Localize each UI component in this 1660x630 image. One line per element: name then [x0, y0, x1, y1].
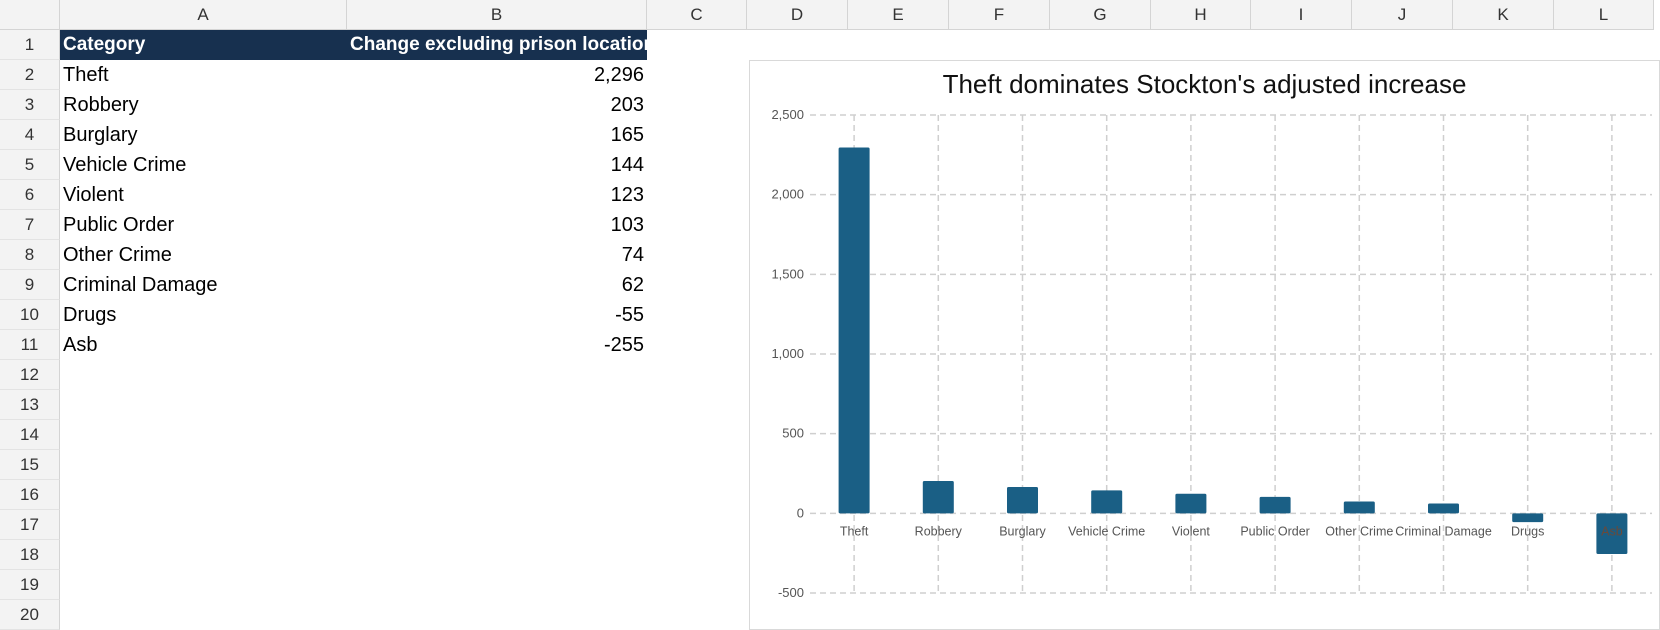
column-header-c[interactable]: C: [647, 0, 747, 30]
chart-plot: -500 0 500 1,000 1,500 2,000 2,500 Theft Robbery…: [771, 107, 1652, 600]
row-header-19[interactable]: 19: [0, 570, 60, 600]
x-tick-label: Drugs: [1511, 524, 1544, 538]
row-header-7[interactable]: 7: [0, 210, 60, 240]
cell-b2[interactable]: 2,296: [593, 63, 644, 86]
y-tick-label: -500: [778, 585, 804, 600]
column-header-j[interactable]: J: [1352, 0, 1453, 30]
cell-a4[interactable]: Burglary: [63, 123, 138, 146]
x-tick-label: Robbery: [915, 524, 963, 538]
bar-burglary: [1007, 487, 1038, 514]
bar-criminal-damage: [1428, 503, 1459, 514]
row-header-8[interactable]: 8: [0, 240, 60, 270]
cell-b7[interactable]: 103: [610, 213, 644, 236]
x-tick-label: Asb: [1601, 524, 1623, 538]
row-header-2[interactable]: 2: [0, 60, 60, 90]
x-tick-label: Criminal Damage: [1395, 524, 1492, 538]
row-header-17[interactable]: 17: [0, 510, 60, 540]
column-header-i[interactable]: I: [1251, 0, 1352, 30]
row-header-10[interactable]: 10: [0, 300, 60, 330]
bar-violent: [1175, 493, 1207, 514]
row-header-4[interactable]: 4: [0, 120, 60, 150]
cell-a11[interactable]: Asb: [63, 333, 98, 356]
bar-drugs: [1512, 513, 1544, 523]
column-header-h[interactable]: H: [1151, 0, 1251, 30]
row-header-9[interactable]: 9: [0, 270, 60, 300]
cell-b4[interactable]: 165: [610, 123, 644, 146]
row-header-13[interactable]: 13: [0, 390, 60, 420]
cell-a5[interactable]: Vehicle Crime: [63, 153, 187, 176]
column-header-l[interactable]: L: [1554, 0, 1654, 30]
bar-other-crime: [1343, 501, 1375, 514]
cell-a10[interactable]: Drugs: [63, 303, 117, 326]
row-header-11[interactable]: 11: [0, 330, 60, 360]
row-header-20[interactable]: 20: [0, 600, 60, 630]
column-header-a[interactable]: A: [60, 0, 347, 30]
bar-public-order: [1259, 496, 1291, 514]
cell-a8[interactable]: Other Crime: [63, 243, 172, 266]
cell-b6[interactable]: 123: [610, 183, 644, 206]
row-header-5[interactable]: 5: [0, 150, 60, 180]
cell-a2[interactable]: Theft: [63, 63, 109, 86]
column-header-b[interactable]: B: [347, 0, 647, 30]
y-tick-label: 0: [797, 505, 804, 520]
row-header-1[interactable]: 1: [0, 30, 60, 60]
row-header-12[interactable]: 12: [0, 360, 60, 390]
bar-theft: [838, 147, 870, 514]
select-all-corner[interactable]: [0, 0, 60, 30]
cell-b9[interactable]: 62: [621, 273, 644, 296]
x-tick-label: Public Order: [1240, 524, 1309, 538]
cell-b10[interactable]: -55: [615, 303, 644, 326]
y-tick-label: 1,500: [771, 266, 804, 281]
x-tick-label: Vehicle Crime: [1068, 524, 1145, 538]
column-header-e[interactable]: E: [848, 0, 949, 30]
y-tick-label: 2,000: [771, 187, 804, 202]
row-header-16[interactable]: 16: [0, 480, 60, 510]
chart-title: Theft dominates Stockton's adjusted incr…: [942, 69, 1467, 99]
column-header-d[interactable]: D: [747, 0, 848, 30]
cell-a9[interactable]: Criminal Damage: [63, 273, 218, 296]
row-header-18[interactable]: 18: [0, 540, 60, 570]
row-header-14[interactable]: 14: [0, 420, 60, 450]
row-header-15[interactable]: 15: [0, 450, 60, 480]
bar-asb: [1596, 513, 1628, 554]
cell-a1[interactable]: Category: [60, 30, 347, 60]
column-header-f[interactable]: F: [949, 0, 1050, 30]
cell-b11[interactable]: -255: [603, 333, 644, 356]
cell-a6[interactable]: Violent: [63, 183, 124, 206]
x-tick-label: Violent: [1172, 524, 1211, 538]
cell-a3[interactable]: Robbery: [63, 93, 139, 116]
cell-b8[interactable]: 74: [621, 243, 644, 266]
x-tick-label: Other Crime: [1325, 524, 1393, 538]
column-header-g[interactable]: G: [1050, 0, 1151, 30]
row-header-6[interactable]: 6: [0, 180, 60, 210]
y-tick-label: 1,000: [771, 346, 804, 361]
cell-b3[interactable]: 203: [610, 93, 644, 116]
chart[interactable]: Theft dominates Stockton's adjusted incr…: [749, 60, 1660, 630]
x-tick-label: Burglary: [999, 524, 1046, 538]
cell-a7[interactable]: Public Order: [63, 213, 175, 236]
bar-robbery: [922, 480, 954, 514]
cell-b5[interactable]: 144: [610, 153, 644, 176]
row-header-3[interactable]: 3: [0, 90, 60, 120]
column-header-k[interactable]: K: [1453, 0, 1554, 30]
x-tick-label: Theft: [840, 524, 869, 538]
y-tick-label: 2,500: [771, 107, 804, 122]
cell-b1[interactable]: Change excluding prison location: [347, 30, 647, 60]
bar-vehicle-crime: [1091, 490, 1123, 514]
y-tick-label: 500: [782, 426, 804, 441]
